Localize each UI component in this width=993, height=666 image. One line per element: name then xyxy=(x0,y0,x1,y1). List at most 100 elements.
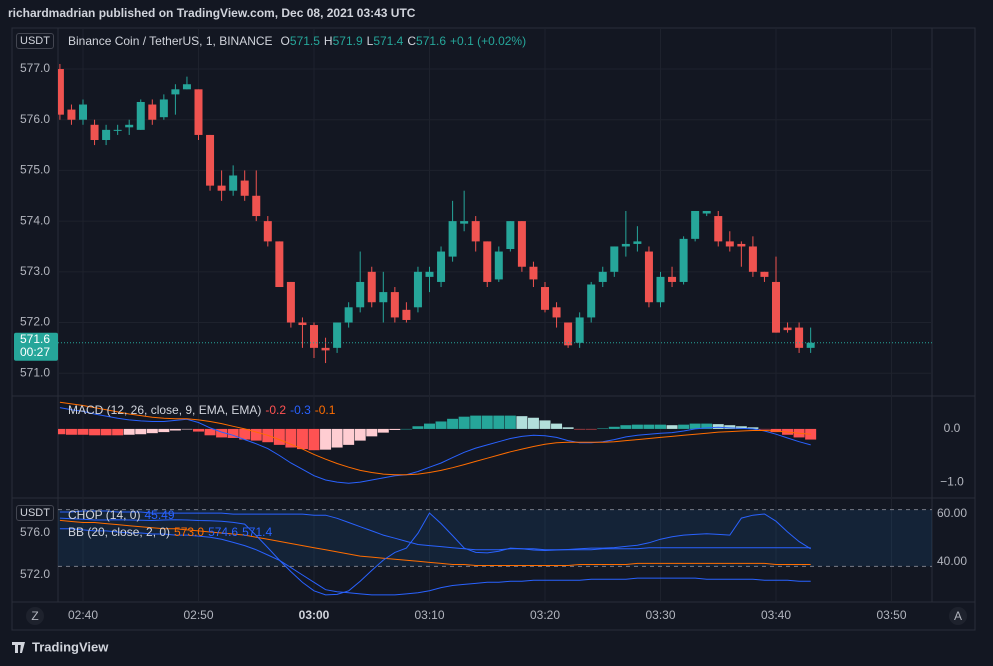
histogram-bar xyxy=(100,428,112,436)
histogram-bar xyxy=(435,421,447,429)
y-tick-label: 575.0 xyxy=(20,163,50,177)
candle-body xyxy=(298,322,307,326)
histogram-bar xyxy=(539,420,551,429)
histogram-bar xyxy=(608,426,620,429)
histogram-bar xyxy=(146,428,158,434)
candle-body xyxy=(598,271,607,282)
chop-line xyxy=(59,512,811,596)
histogram-bar xyxy=(724,425,736,429)
candle-body xyxy=(541,287,549,310)
axis-button[interactable] xyxy=(949,607,967,625)
candle-body xyxy=(806,342,815,348)
candle-body xyxy=(217,185,226,191)
histogram-bar xyxy=(574,428,586,430)
y-tick-label: 573.0 xyxy=(20,264,50,278)
bb-line xyxy=(59,519,811,566)
histogram-bar xyxy=(470,415,482,429)
candle-body xyxy=(702,210,711,214)
candle-body xyxy=(691,210,700,239)
histogram-bar xyxy=(504,415,516,429)
plot-area xyxy=(58,28,932,602)
candle-body xyxy=(737,243,746,247)
x-tick-label: 02:50 xyxy=(183,608,213,622)
candle-body xyxy=(448,221,457,257)
candle-body xyxy=(263,221,272,242)
histogram-bar xyxy=(758,428,770,430)
y-tick-label: 572.0 xyxy=(20,315,50,329)
x-tick-label: 03:50 xyxy=(876,608,906,622)
histogram-bar xyxy=(424,423,435,429)
histogram-bar xyxy=(239,428,251,440)
histogram-bar xyxy=(493,415,505,429)
y2-tick-label: 572.0 xyxy=(20,567,50,581)
legend-value: 574.6 xyxy=(208,525,239,539)
candle-body xyxy=(113,129,122,131)
candle-body xyxy=(275,241,284,288)
candle-body xyxy=(194,89,203,135)
candle-body xyxy=(772,281,780,333)
candle-body xyxy=(79,104,87,120)
candle-body xyxy=(679,238,688,282)
axis-button-label[interactable]: A xyxy=(954,609,962,623)
histogram-bar xyxy=(655,424,666,429)
histogram-bar xyxy=(516,416,528,429)
ohlc-key: C xyxy=(407,34,417,48)
ohlc-key: L xyxy=(366,34,374,48)
candle-body xyxy=(668,276,677,282)
legend-value: -0.1 xyxy=(314,403,336,417)
legend-value: -0.2 xyxy=(265,403,287,417)
ohlc-value: 571.5 xyxy=(289,34,320,48)
main-legend: Binance Coin / TetherUS, 1, BINANCE O 571… xyxy=(68,34,526,48)
candle-body xyxy=(610,246,619,272)
histogram-bar xyxy=(597,428,609,429)
histogram-bar xyxy=(701,423,713,429)
unit-badge[interactable]: USDT xyxy=(16,33,54,49)
histogram-bar xyxy=(666,425,678,429)
histogram-bar xyxy=(285,428,297,448)
x-tick-label: 03:20 xyxy=(530,608,560,622)
x-tick-label: 03:30 xyxy=(645,608,675,622)
x-tick-label: 02:40 xyxy=(68,608,98,622)
legend-value: 45.49 xyxy=(144,508,175,522)
histogram-bar xyxy=(389,428,401,430)
y-tick-label: 60.00 xyxy=(937,506,967,520)
histogram-bar xyxy=(273,428,285,445)
y2-tick-label: 576.0 xyxy=(20,525,50,539)
legend-value: -0.3 xyxy=(290,403,311,417)
histogram-bar xyxy=(343,428,355,445)
candle-body xyxy=(725,241,734,247)
unit-badge[interactable]: USDT xyxy=(16,505,54,521)
histogram-bar xyxy=(412,426,424,429)
histogram-bar xyxy=(366,428,378,437)
histogram-bar xyxy=(481,415,493,429)
histogram-bar xyxy=(227,428,239,438)
candle-body xyxy=(575,317,584,343)
histogram-bar xyxy=(354,428,366,441)
axis-button[interactable] xyxy=(26,607,44,625)
histogram-bar xyxy=(735,426,747,429)
axis-button-label[interactable]: Z xyxy=(31,609,38,623)
candle-body xyxy=(517,221,526,267)
bb-line xyxy=(59,510,811,551)
candle-body xyxy=(748,246,757,272)
histogram-bar xyxy=(458,416,470,429)
legend-value: 573.0 xyxy=(174,525,205,539)
y-tick-label: −1.0 xyxy=(940,474,964,488)
chart-frame xyxy=(11,27,976,631)
candle-body xyxy=(333,322,342,348)
y-tick-label: 0.0 xyxy=(944,421,961,435)
candle-body xyxy=(633,241,642,244)
macd-line xyxy=(59,407,811,484)
signal-line xyxy=(59,401,811,476)
candle-body xyxy=(506,221,515,249)
candle-body xyxy=(240,180,249,196)
last-price-label: 571.6 xyxy=(20,332,50,346)
candle-body xyxy=(483,241,492,282)
candle-body xyxy=(552,307,561,318)
candle-body xyxy=(344,307,353,323)
histogram-bar xyxy=(77,428,89,435)
candle-body xyxy=(229,175,238,191)
y-tick-label: 577.0 xyxy=(20,61,50,75)
countdown-label: 00:27 xyxy=(20,345,50,359)
